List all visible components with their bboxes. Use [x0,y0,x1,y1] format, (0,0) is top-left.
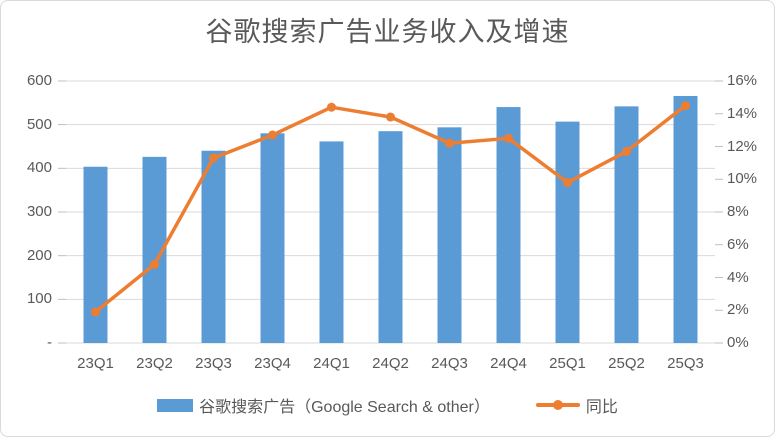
bar-25Q2 [614,106,639,343]
bar-series-swatch-icon [157,398,194,412]
left-axis-label: 600 [26,72,52,89]
right-axis-label: 0% [727,334,749,351]
legend-line-series-label: 同比 [585,399,618,416]
legend: 谷歌搜索广告（Google Search & other） 同比 [1,393,774,417]
bar-23Q4 [260,133,285,343]
yoy-marker-23Q3 [209,153,218,163]
bar-23Q3 [201,150,226,343]
bar-25Q3 [673,95,698,344]
right-axis-label: 8% [727,203,749,220]
yoy-marker-25Q1 [563,178,572,188]
bar-23Q1 [83,166,108,343]
yoy-marker-23Q2 [150,259,159,269]
right-axis-label: 6% [727,235,749,253]
x-axis-label: 23Q4 [254,355,291,372]
right-axis-label: 12% [727,137,758,155]
left-axis-label: - [47,334,52,351]
x-axis-label: 25Q3 [667,355,704,372]
x-axis-label: 24Q3 [431,355,468,372]
left-axis-label: 100 [26,290,52,308]
yoy-marker-24Q4 [504,133,513,143]
bar-25Q1 [555,121,580,343]
line-series-swatch-icon [535,400,580,410]
legend-item-line-series: 同比 [535,393,618,417]
left-axis-label: 400 [26,159,52,177]
legend-bar-series-label: 谷歌搜索广告（Google Search & other） [199,399,490,416]
chart-title: 谷歌搜索广告业务收入及增速 [205,17,570,47]
right-axis-label: 14% [727,104,758,122]
left-axis-label: 500 [26,115,52,133]
bar-24Q2 [378,131,403,343]
yoy-marker-23Q4 [268,130,277,140]
right-axis-label: 4% [727,268,749,286]
x-axis-label: 23Q3 [195,355,232,372]
line-marker-dot-icon [552,400,563,410]
bar-24Q1 [319,141,344,343]
yoy-marker-25Q2 [622,146,631,156]
x-axis-label: 24Q4 [490,355,527,372]
yoy-marker-23Q1 [91,307,100,317]
x-axis-label: 25Q2 [608,355,645,372]
yoy-marker-24Q2 [386,112,395,122]
yoy-marker-25Q3 [681,101,690,111]
bar-24Q3 [437,127,462,344]
yoy-marker-24Q1 [327,102,336,112]
x-axis-label: 25Q1 [549,355,586,372]
right-axis-label: 10% [727,170,758,188]
left-axis-label: 300 [26,203,52,220]
yoy-marker-24Q3 [445,138,454,148]
x-axis-label: 23Q1 [77,355,114,372]
legend-item-bar-series: 谷歌搜索广告（Google Search & other） [157,393,490,417]
right-axis-label: 2% [727,301,749,319]
x-axis-label: 24Q2 [372,355,409,372]
left-axis-label: 200 [26,246,52,264]
x-axis-label: 24Q1 [313,355,350,372]
right-axis-label: 16% [727,72,758,89]
x-axis-label: 23Q2 [136,355,173,372]
